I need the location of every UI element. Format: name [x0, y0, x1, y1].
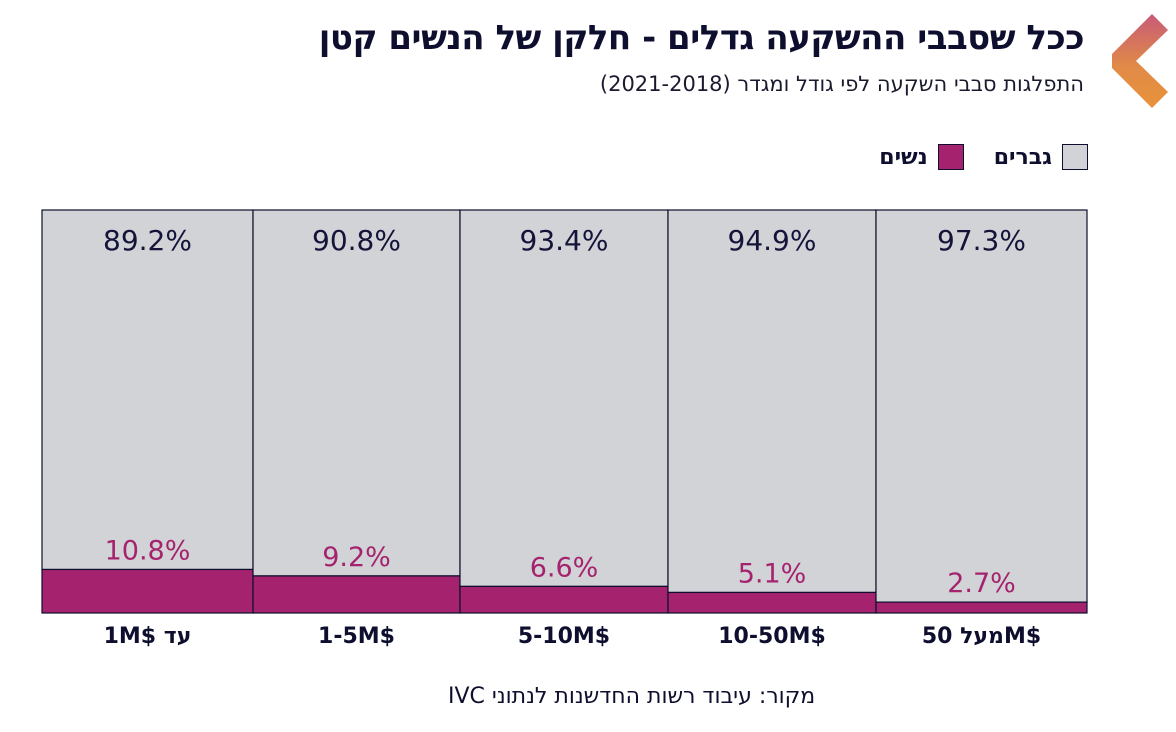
data-label-men-1: 90.8% — [312, 224, 401, 257]
data-label-women-2: 6.6% — [530, 552, 599, 583]
bar-women-4 — [875, 601, 1088, 614]
data-label-men-4: 97.3% — [937, 224, 1026, 257]
bar-men-1 — [252, 209, 461, 577]
page-subtitle: התפלגות סבבי השקעה לפי גודל ומגדר (2021-… — [599, 72, 1084, 96]
data-label-women-0: 10.8% — [105, 535, 191, 566]
bar-men-3 — [667, 209, 877, 594]
legend-label-women: נשים — [879, 144, 928, 170]
bar-women-2 — [459, 585, 669, 614]
data-label-women-4: 2.7% — [947, 568, 1016, 599]
source-note: מקור: עיבוד רשות החדשנות לנתוני IVC — [448, 684, 816, 709]
legend-label-men: גברים — [993, 144, 1052, 170]
bar-women-3 — [667, 591, 877, 614]
chevron-left-logo-icon — [1112, 14, 1168, 108]
legend-item-women: נשים — [879, 144, 964, 170]
data-label-men-3: 94.9% — [728, 224, 817, 257]
category-label-3: 10-50M$ — [718, 624, 826, 649]
category-label-4: מעל 50M$ — [922, 624, 1041, 649]
legend-swatch-men — [1062, 144, 1088, 170]
category-label-2: 5-10M$ — [518, 624, 610, 649]
page-title: ככל שסבבי ההשקעה גדלים - חלקן של הנשים ק… — [318, 18, 1085, 58]
data-label-women-1: 9.2% — [322, 542, 391, 573]
data-label-women-3: 5.1% — [738, 558, 807, 589]
bar-women-0 — [41, 568, 254, 614]
data-label-men-0: 89.2% — [103, 224, 192, 257]
bar-men-2 — [459, 209, 669, 588]
category-label-1: 1-5M$ — [318, 624, 395, 649]
bar-men-4 — [875, 209, 1088, 603]
category-label-0: 1M$ עד — [104, 624, 192, 649]
bar-men-0 — [41, 209, 254, 571]
chart-legend: גברים נשים — [859, 144, 1088, 170]
legend-swatch-women — [937, 144, 964, 170]
data-label-men-2: 93.4% — [520, 224, 609, 257]
legend-item-men: גברים — [994, 144, 1088, 170]
bar-women-1 — [252, 575, 461, 614]
